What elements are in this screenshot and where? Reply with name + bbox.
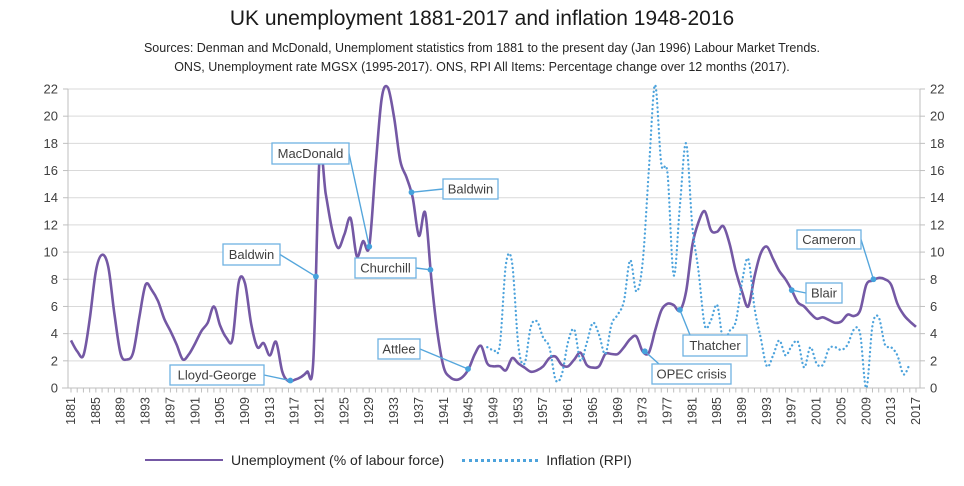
svg-text:Attlee: Attlee xyxy=(382,342,415,357)
svg-text:Baldwin: Baldwin xyxy=(229,247,275,262)
svg-text:12: 12 xyxy=(930,217,944,232)
svg-text:4: 4 xyxy=(930,326,937,341)
legend-swatch-unemployment xyxy=(145,459,223,461)
annotation-opec-crisis: OPEC crisis xyxy=(641,348,732,385)
svg-text:20: 20 xyxy=(930,109,944,124)
svg-text:1889: 1889 xyxy=(114,397,128,425)
svg-text:1969: 1969 xyxy=(611,397,625,425)
svg-text:20: 20 xyxy=(44,109,58,124)
sources-line-1: Sources: Denman and McDonald, Unemplomen… xyxy=(143,41,821,55)
svg-text:16: 16 xyxy=(930,163,944,178)
gridlines xyxy=(68,88,920,362)
svg-text:2: 2 xyxy=(51,353,58,368)
svg-text:12: 12 xyxy=(44,217,58,232)
svg-text:1901: 1901 xyxy=(188,397,202,425)
svg-text:4: 4 xyxy=(51,326,58,341)
annotation-baldwin: Baldwin xyxy=(408,178,499,200)
annotation-macdonald: MacDonald xyxy=(271,142,373,250)
svg-text:Blair: Blair xyxy=(811,286,838,301)
svg-text:Thatcher: Thatcher xyxy=(689,338,741,353)
svg-text:1925: 1925 xyxy=(337,397,351,425)
svg-text:1981: 1981 xyxy=(685,397,699,425)
svg-text:16: 16 xyxy=(44,163,58,178)
svg-text:1921: 1921 xyxy=(313,397,327,425)
inflation-line xyxy=(486,83,911,390)
legend-label-unemployment: Unemployment (% of labour force) xyxy=(231,452,445,468)
svg-text:1993: 1993 xyxy=(760,397,774,425)
svg-text:1961: 1961 xyxy=(561,397,575,425)
svg-text:2009: 2009 xyxy=(859,397,873,425)
svg-text:18: 18 xyxy=(44,136,58,151)
svg-text:22: 22 xyxy=(930,82,944,97)
annotation-thatcher: Thatcher xyxy=(676,306,748,357)
svg-text:1917: 1917 xyxy=(288,397,302,425)
svg-text:1941: 1941 xyxy=(437,397,451,425)
svg-text:1949: 1949 xyxy=(487,397,501,425)
svg-text:Churchill: Churchill xyxy=(360,261,411,276)
legend-label-inflation: Inflation (RPI) xyxy=(546,452,632,468)
svg-text:8: 8 xyxy=(51,272,58,287)
svg-text:1905: 1905 xyxy=(213,397,227,425)
annotation-baldwin: Baldwin xyxy=(222,243,319,280)
svg-text:1909: 1909 xyxy=(238,397,252,425)
x-axis-labels: 1881 1885 1889 1893 1897 1901 1905 1909 1913 1917… xyxy=(64,397,923,425)
svg-text:1929: 1929 xyxy=(362,397,376,425)
legend-swatch-inflation xyxy=(462,458,539,462)
svg-text:6: 6 xyxy=(930,299,937,314)
svg-text:1897: 1897 xyxy=(163,397,177,425)
svg-text:14: 14 xyxy=(930,190,944,205)
svg-text:1945: 1945 xyxy=(462,397,476,425)
svg-text:OPEC crisis: OPEC crisis xyxy=(656,367,727,382)
svg-text:1937: 1937 xyxy=(412,397,426,425)
svg-text:Cameron: Cameron xyxy=(802,232,855,247)
svg-text:8: 8 xyxy=(930,272,937,287)
svg-text:1989: 1989 xyxy=(735,397,749,425)
axes xyxy=(62,88,925,393)
svg-text:Baldwin: Baldwin xyxy=(448,182,494,197)
svg-text:18: 18 xyxy=(930,136,944,151)
svg-text:1933: 1933 xyxy=(387,397,401,425)
svg-text:1957: 1957 xyxy=(536,397,550,425)
svg-text:1953: 1953 xyxy=(511,397,525,425)
annotation-cameron: Cameron xyxy=(796,229,877,283)
annotation-attlee: Attlee xyxy=(377,338,471,372)
legend: Unemployment (% of labour force) Inflati… xyxy=(145,452,632,468)
svg-text:0: 0 xyxy=(51,381,58,396)
svg-text:1977: 1977 xyxy=(660,397,674,425)
annotation-churchill: Churchill xyxy=(354,257,434,279)
unemployment-line xyxy=(69,84,917,383)
svg-text:1893: 1893 xyxy=(139,397,153,425)
svg-text:1965: 1965 xyxy=(586,397,600,425)
annotation-lloyd-george: Lloyd-George xyxy=(169,364,294,386)
svg-text:1997: 1997 xyxy=(785,397,799,425)
svg-text:2013: 2013 xyxy=(884,397,898,425)
svg-text:1881: 1881 xyxy=(64,397,78,425)
svg-text:2005: 2005 xyxy=(834,397,848,425)
svg-text:10: 10 xyxy=(930,245,944,260)
svg-text:1913: 1913 xyxy=(263,397,277,425)
svg-text:0: 0 xyxy=(930,381,937,396)
chart-title: UK unemployment 1881-2017 and inflation … xyxy=(229,7,735,30)
sources-line-2: ONS, Unemployment rate MGSX (1995-2017).… xyxy=(174,60,790,74)
svg-text:1973: 1973 xyxy=(636,397,650,425)
svg-text:2017: 2017 xyxy=(909,397,923,425)
svg-text:1885: 1885 xyxy=(89,397,103,425)
svg-text:22: 22 xyxy=(44,82,58,97)
svg-text:10: 10 xyxy=(44,245,58,260)
svg-text:MacDonald: MacDonald xyxy=(278,146,344,161)
svg-text:1985: 1985 xyxy=(710,397,724,425)
annotation-blair: Blair xyxy=(788,282,843,304)
svg-text:6: 6 xyxy=(51,299,58,314)
svg-text:2001: 2001 xyxy=(810,397,824,425)
svg-text:14: 14 xyxy=(44,190,58,205)
svg-text:Lloyd-George: Lloyd-George xyxy=(178,368,257,383)
svg-text:2: 2 xyxy=(930,353,937,368)
